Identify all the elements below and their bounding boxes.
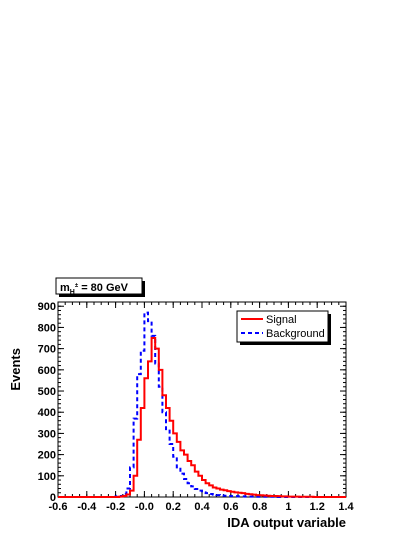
y-tick-label: 900	[38, 301, 56, 313]
legend: Signal Background	[237, 311, 331, 345]
y-tick-label: 800	[38, 322, 56, 334]
y-tick-label: 200	[38, 450, 56, 462]
mass-label-sub: H	[70, 289, 75, 296]
x-tick-label: 1.2	[310, 501, 325, 513]
x-tick-label: 0.2	[166, 501, 181, 513]
y-tick-label: 500	[38, 386, 56, 398]
mass-label-box: mH± = 80 GeV	[56, 278, 145, 297]
x-tick-label: 1	[285, 501, 291, 513]
x-tick-label: -0.0	[135, 501, 154, 513]
series-signal-histogram	[58, 338, 346, 497]
y-tick-label: 600	[38, 365, 56, 377]
y-tick-label: 100	[38, 471, 56, 483]
x-tick-label: -0.4	[77, 501, 97, 513]
y-axis-title: Events	[8, 348, 23, 391]
mass-label-m: m	[60, 282, 70, 294]
x-axis-title: IDA output variable	[227, 515, 346, 530]
x-tick-label: 0.4	[194, 501, 210, 513]
x-tick-label: 1.4	[338, 501, 354, 513]
x-tick-label: 0.6	[223, 501, 238, 513]
x-tick-label: 0.8	[252, 501, 267, 513]
x-tick-label: -0.2	[106, 501, 125, 513]
y-tick-label: 0	[50, 492, 56, 504]
y-tick-label: 400	[38, 407, 56, 419]
y-tick-label: 300	[38, 428, 56, 440]
mass-label-value: = 80 GeV	[78, 282, 129, 294]
legend-signal-label: Signal	[266, 314, 297, 326]
legend-background-label: Background	[266, 328, 325, 340]
y-tick-label: 700	[38, 344, 56, 356]
